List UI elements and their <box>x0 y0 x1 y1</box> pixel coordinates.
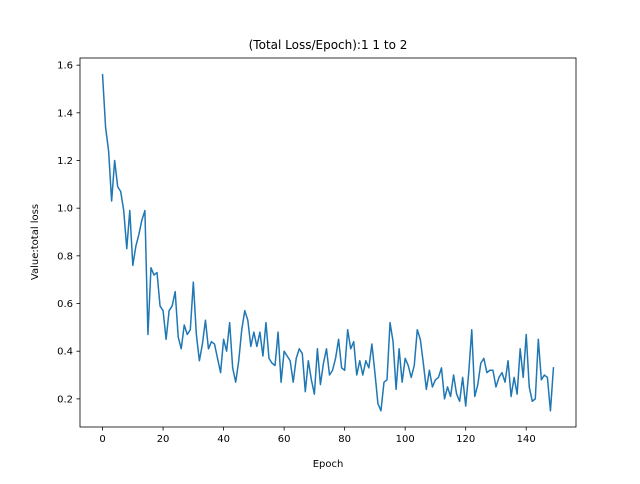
y-axis-label: Value:total loss <box>30 204 41 280</box>
y-tick-label: 0.6 <box>57 299 73 310</box>
x-tick-label: 80 <box>338 434 351 445</box>
x-tick-label: 140 <box>517 434 536 445</box>
axes-frame <box>79 57 577 428</box>
x-axis-ticks: 0 20 40 60 80 100 120 140 <box>99 427 536 445</box>
x-tick-label: 40 <box>217 434 230 445</box>
x-axis-label: Epoch <box>313 459 344 470</box>
chart-title: (Total Loss/Epoch):1 1 to 2 <box>249 38 408 52</box>
series-line-total-loss <box>101 73 555 412</box>
x-tick-label: 100 <box>396 434 415 445</box>
y-tick-label: 1.0 <box>57 204 73 215</box>
x-tick-label: 120 <box>456 434 475 445</box>
x-tick-label: 20 <box>157 434 170 445</box>
x-tick-label: 0 <box>99 434 105 445</box>
y-axis-ticks: 0.2 0.4 0.6 0.8 1.0 1.2 1.4 1.6 <box>57 61 80 405</box>
y-tick-label: 1.2 <box>57 156 73 167</box>
y-tick-label: 0.2 <box>57 394 73 405</box>
y-tick-label: 0.4 <box>57 347 73 358</box>
y-tick-label: 1.4 <box>57 108 73 119</box>
plot-area <box>101 73 555 412</box>
y-tick-label: 1.6 <box>57 61 73 72</box>
y-tick-label: 0.8 <box>57 251 73 262</box>
x-tick-label: 60 <box>278 434 291 445</box>
